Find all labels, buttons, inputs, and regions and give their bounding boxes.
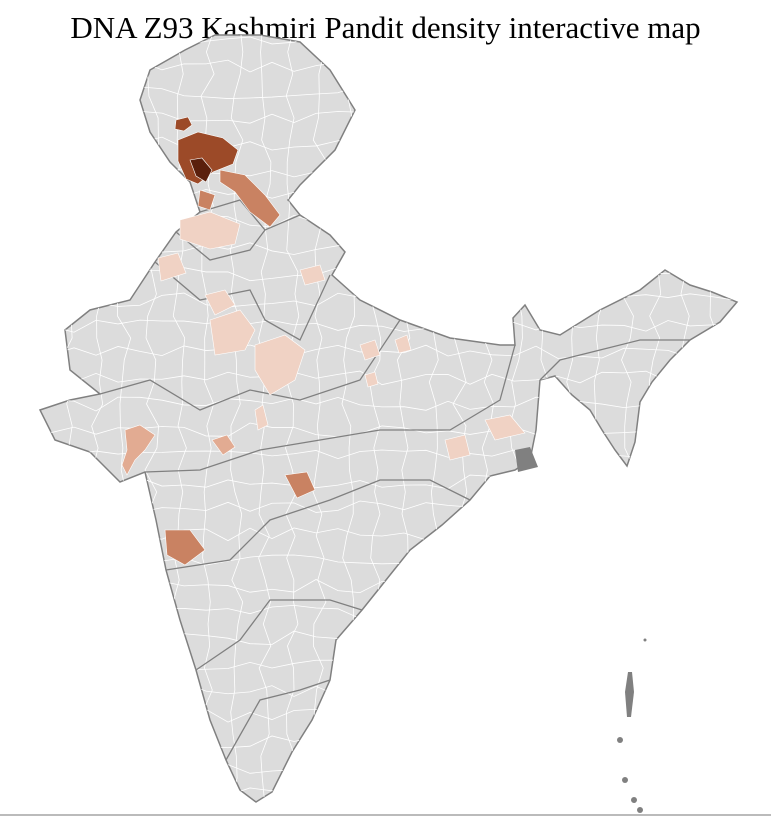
state-border — [225, 679, 331, 761]
region-mp-west[interactable] — [211, 434, 236, 456]
district-line — [40, 59, 735, 74]
district-line — [229, 35, 244, 801]
andaman-nicobar-islands — [617, 638, 647, 813]
region-up-mid[interactable] — [359, 334, 412, 388]
region-maharashtra-west[interactable] — [164, 529, 206, 566]
region-rajasthan-north[interactable] — [157, 252, 187, 282]
district-line — [40, 396, 735, 412]
district-line — [40, 110, 735, 124]
district-line — [536, 35, 552, 801]
state-border — [99, 319, 401, 411]
district-line — [648, 35, 664, 801]
district-line — [40, 136, 735, 151]
district-line — [40, 734, 735, 749]
district-line — [40, 760, 735, 776]
district-line — [40, 163, 735, 178]
district-line — [40, 604, 735, 620]
region-haryana[interactable] — [204, 289, 236, 316]
district-line — [40, 786, 735, 802]
district-line — [564, 35, 579, 801]
district-line — [677, 35, 692, 801]
state-border — [175, 229, 266, 261]
state-border — [154, 261, 331, 341]
district-line — [40, 35, 735, 47]
region-jammu[interactable] — [219, 169, 281, 228]
district-line — [40, 84, 735, 100]
state-border — [199, 199, 301, 231]
map-title: DNA Z93 Kashmiri Pandit density interact… — [70, 10, 701, 45]
region-up-west[interactable] — [299, 264, 326, 286]
region-rajasthan-mid[interactable] — [209, 309, 256, 356]
region-gujarat[interactable] — [121, 424, 156, 476]
district-line — [40, 422, 735, 438]
state-border — [144, 344, 516, 473]
district-line — [40, 656, 735, 671]
district-line — [40, 241, 735, 255]
district-line — [40, 319, 735, 333]
region-sundarbans — [515, 447, 538, 472]
region-maharashtra-east[interactable] — [284, 471, 316, 499]
district-line — [704, 35, 720, 801]
region-kashmir-core[interactable] — [189, 157, 213, 183]
region-punjab[interactable] — [179, 211, 241, 250]
district-line — [258, 35, 272, 801]
region-mp-north[interactable] — [254, 334, 306, 396]
state-borders — [99, 199, 690, 761]
region-kashmir-north[interactable] — [174, 116, 193, 132]
district-line — [40, 188, 735, 203]
region-jharkhand[interactable] — [444, 434, 471, 461]
state-border — [165, 479, 471, 571]
region-bengal[interactable] — [484, 414, 526, 441]
region-himachal[interactable] — [197, 189, 216, 211]
state-border — [539, 339, 690, 381]
district-line — [40, 214, 735, 229]
region-kashmir-valley[interactable] — [177, 131, 239, 185]
state-border — [195, 599, 363, 671]
district-line — [40, 266, 735, 282]
district-line — [40, 630, 735, 645]
district-line — [312, 35, 328, 801]
region-mp-small[interactable] — [254, 404, 269, 431]
district-line — [284, 35, 300, 801]
bottom-border — [0, 814, 771, 816]
